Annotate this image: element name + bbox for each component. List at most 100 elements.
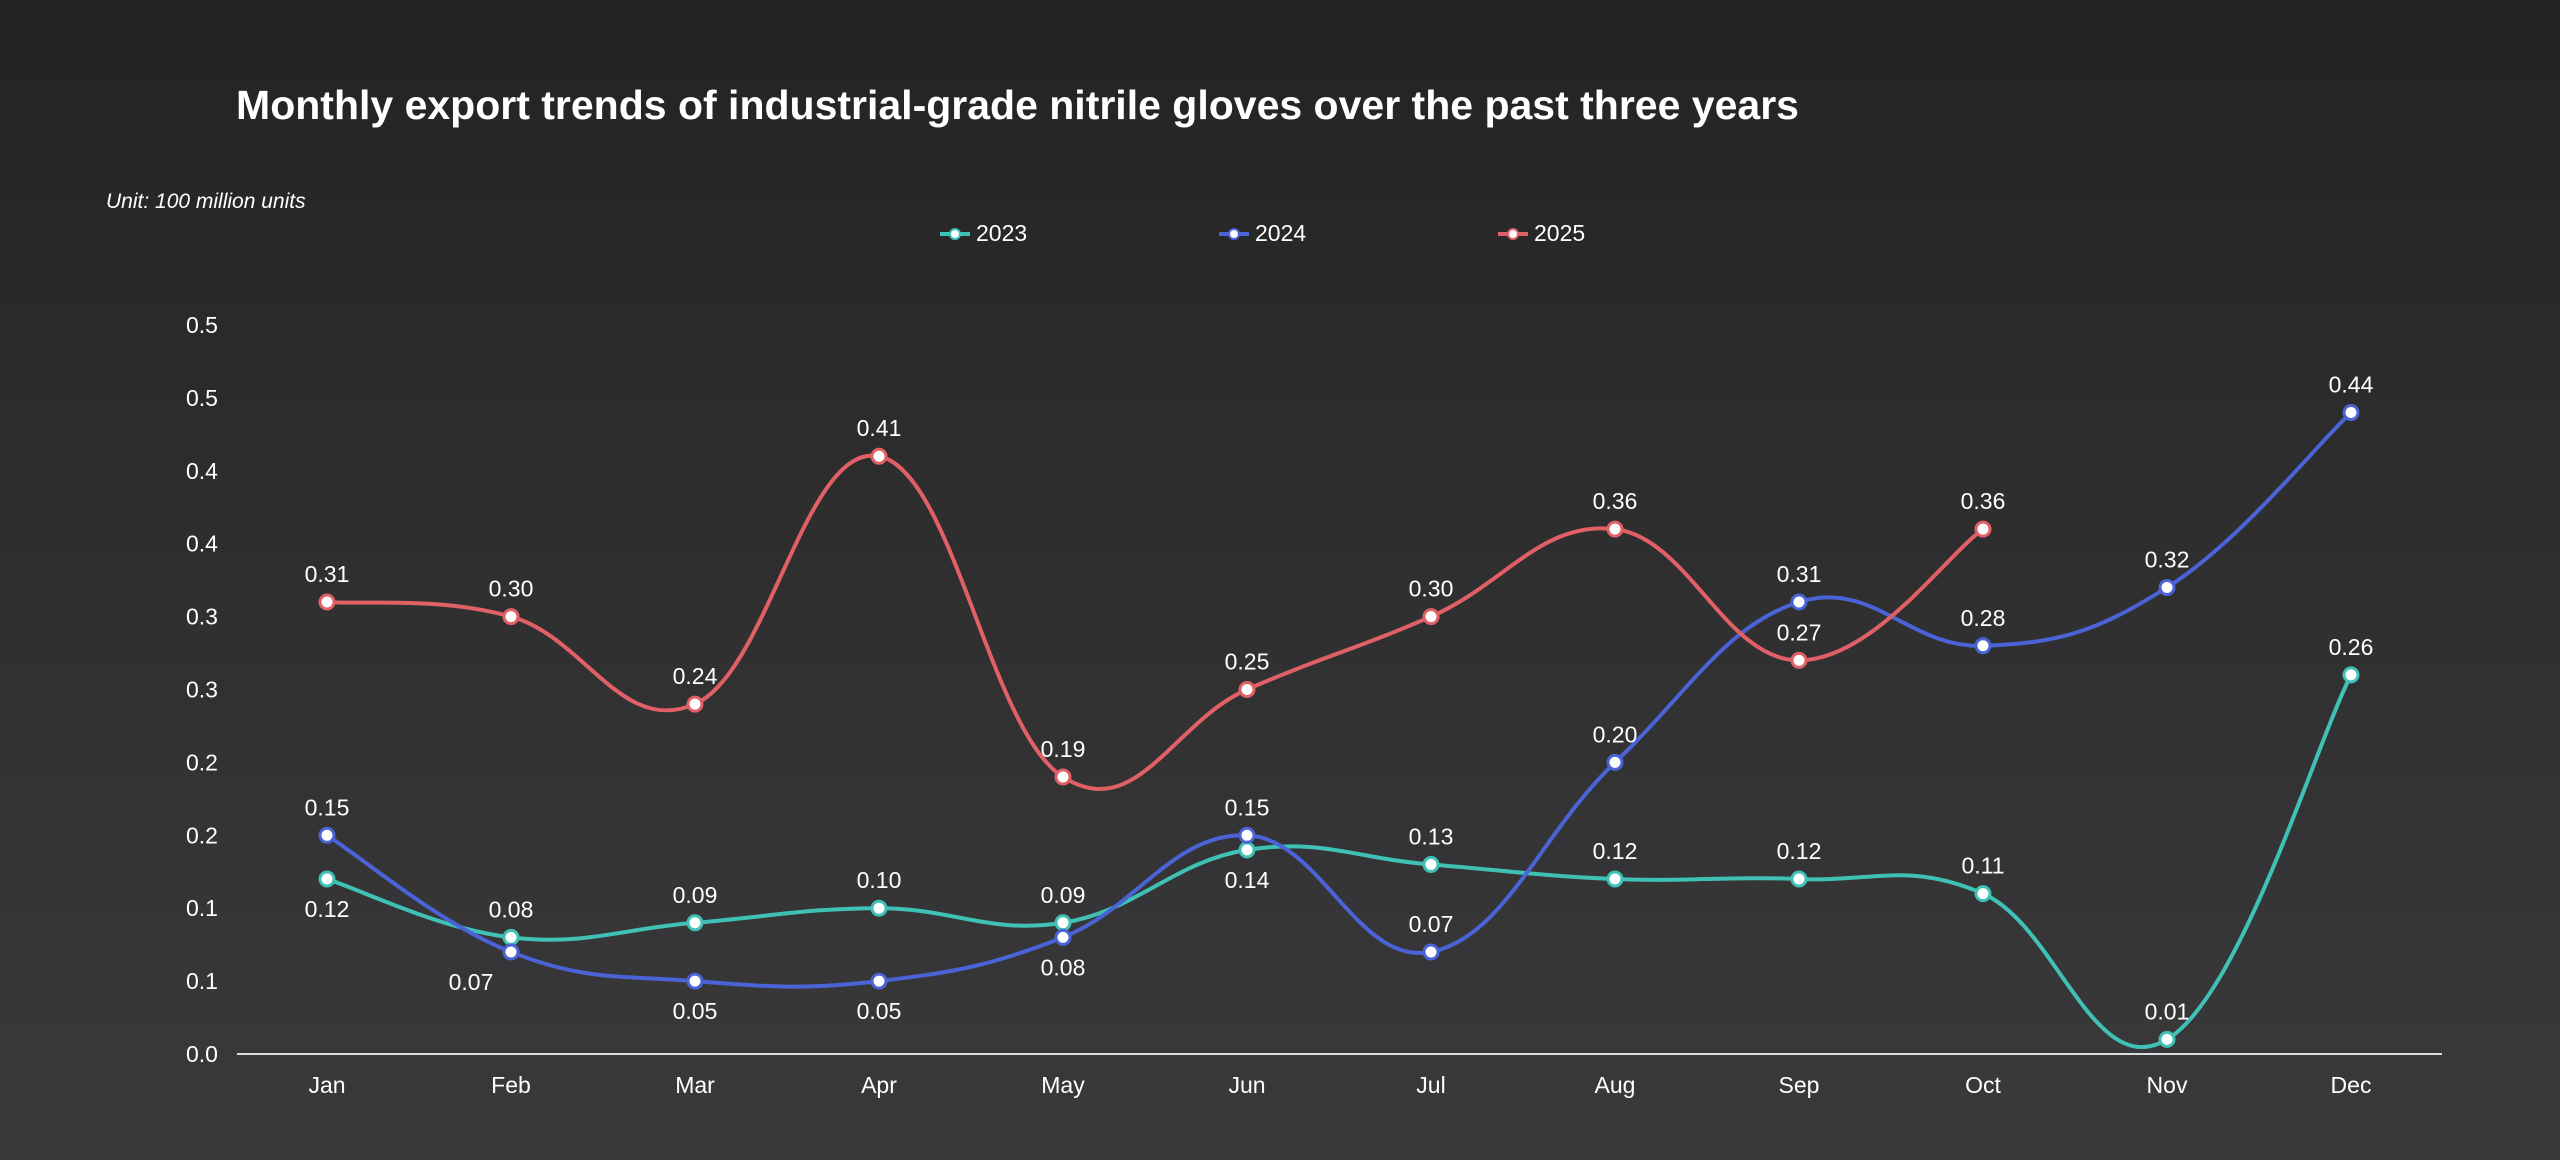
y-tick-label: 0.1 (186, 895, 218, 921)
chart-title: Monthly export trends of industrial-grad… (236, 82, 1799, 128)
data-label-2025: 0.27 (1777, 619, 1822, 645)
data-label-2024: 0.05 (857, 998, 902, 1024)
data-label-2025: 0.36 (1593, 488, 1638, 514)
data-point-2024 (1238, 826, 1256, 844)
data-point-2025 (1238, 681, 1256, 698)
data-label-2024: 0.15 (1225, 794, 1270, 820)
data-label-2025: 0.25 (1225, 649, 1270, 675)
data-label-2025: 0.31 (305, 561, 350, 587)
legend-label: 2023 (976, 220, 1028, 246)
data-point-2024 (1974, 637, 1992, 655)
data-label-2023: 0.08 (489, 896, 534, 922)
y-tick-label: 0.3 (186, 677, 218, 703)
x-tick-label: Dec (2331, 1072, 2372, 1098)
y-tick-label: 0.3 (186, 604, 218, 630)
data-point-2023 (1422, 855, 1440, 873)
data-point-2024 (1790, 593, 1808, 611)
data-point-2023 (318, 870, 336, 888)
data-point-2023 (1790, 870, 1808, 888)
data-label-2023: 0.09 (1041, 882, 1086, 908)
data-point-2025 (1974, 520, 1992, 538)
data-point-2024 (2158, 578, 2176, 596)
data-label-2024: 0.15 (305, 794, 350, 820)
series-line-2025 (326, 453, 1985, 791)
data-label-2024: 0.32 (2145, 546, 2190, 572)
data-label-2024: 0.28 (1961, 605, 2006, 631)
data-label-2023: 0.10 (857, 867, 902, 893)
data-label-2024: 0.07 (1409, 911, 1454, 937)
legend-marker-icon (940, 227, 970, 240)
y-tick-label: 0.2 (186, 822, 218, 848)
data-label-2025: 0.36 (1961, 488, 2006, 514)
data-point-2024 (1054, 928, 1072, 946)
data-point-2023 (1606, 870, 1624, 888)
x-tick-label: Oct (1965, 1072, 2001, 1098)
data-point-2025 (686, 695, 704, 713)
data-point-2023 (2158, 1030, 2176, 1048)
data-point-2023 (1238, 841, 1256, 859)
data-point-2025 (870, 447, 888, 465)
data-point-2023 (686, 914, 704, 932)
data-label-2024: 0.20 (1593, 721, 1638, 747)
legend: 2023 2024 2025 (940, 220, 1777, 247)
y-tick-label: 0.1 (186, 968, 218, 994)
legend-marker-icon (1219, 227, 1249, 240)
data-label-2025: 0.41 (857, 415, 902, 441)
y-tick-label: 0.0 (186, 1041, 218, 1067)
data-label-2023: 0.13 (1409, 823, 1454, 849)
data-label-2023: 0.09 (673, 882, 718, 908)
legend-item-2023[interactable]: 2023 (940, 220, 1219, 247)
legend-label: 2025 (1534, 220, 1586, 246)
legend-item-2025[interactable]: 2025 (1498, 220, 1777, 247)
x-tick-label: Apr (861, 1072, 897, 1098)
data-label-2024: 0.08 (1041, 954, 1086, 980)
y-tick-label: 0.4 (186, 531, 218, 557)
data-label-2023: 0.12 (305, 896, 350, 922)
data-label-2023: 0.12 (1777, 838, 1822, 864)
data-label-2023: 0.11 (1961, 853, 2004, 879)
data-label-2023: 0.01 (2145, 998, 2190, 1024)
legend-marker-icon (1498, 227, 1528, 240)
data-label-2023: 0.14 (1225, 867, 1270, 893)
data-label-2025: 0.30 (489, 576, 534, 602)
data-point-2025 (1606, 520, 1624, 538)
data-point-2023 (1974, 885, 1992, 903)
data-label-2024: 0.07 (449, 969, 494, 995)
x-tick-label: Sep (1779, 1072, 1820, 1098)
data-label-2025: 0.19 (1041, 736, 1086, 762)
data-point-2024 (318, 826, 336, 844)
data-point-2025 (502, 608, 520, 626)
y-tick-label: 0.2 (186, 749, 218, 775)
data-point-2025 (1054, 768, 1072, 786)
data-point-2024 (502, 943, 520, 961)
data-point-2023 (1054, 914, 1072, 932)
x-tick-label: Jul (1416, 1072, 1445, 1098)
legend-label: 2024 (1255, 220, 1307, 246)
x-tick-label: Jun (1228, 1072, 1265, 1098)
x-tick-label: Nov (2147, 1072, 2188, 1098)
data-point-2024 (1422, 943, 1440, 961)
data-point-2025 (318, 593, 336, 611)
data-label-2023: 0.26 (2329, 634, 2374, 660)
data-point-2025 (1790, 651, 1808, 669)
legend-item-2024[interactable]: 2024 (1219, 220, 1498, 247)
data-point-2023 (502, 928, 520, 946)
data-label-2023: 0.12 (1593, 838, 1638, 864)
data-label-2025: 0.24 (673, 663, 718, 689)
data-point-2024 (870, 972, 888, 990)
unit-label: Unit: 100 million units (106, 190, 306, 213)
x-tick-label: May (1041, 1072, 1085, 1098)
y-tick-label: 0.5 (186, 385, 218, 411)
data-point-2025 (1422, 608, 1440, 626)
data-label-2024: 0.44 (2329, 371, 2374, 397)
data-point-2024 (686, 972, 704, 990)
data-label-2025: 0.30 (1409, 576, 1454, 602)
data-point-2023 (870, 899, 888, 917)
y-tick-label: 0.4 (186, 458, 218, 484)
x-tick-label: Aug (1595, 1072, 1636, 1098)
series-line-2023 (326, 674, 2353, 1049)
data-point-2023 (2342, 666, 2360, 684)
data-point-2024 (2342, 403, 2360, 421)
y-tick-label: 0.5 (186, 312, 218, 338)
